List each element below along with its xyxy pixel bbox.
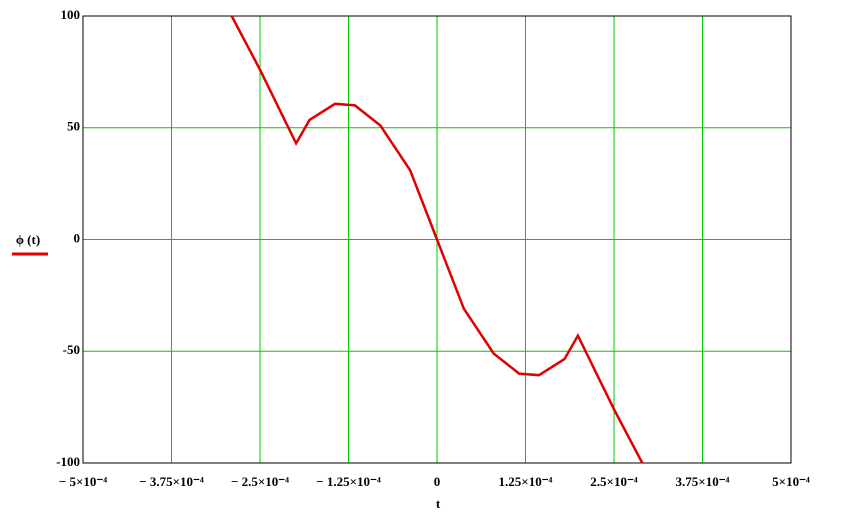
x-tick-label: − 5×10⁻⁴ (59, 474, 107, 489)
x-tick-label: − 1.25×10⁻⁴ (316, 474, 381, 489)
x-axis-label: t (436, 496, 441, 511)
x-tick-label: − 3.75×10⁻⁴ (139, 474, 204, 489)
plot-frame (82, 15, 792, 464)
x-tick-label: − 2.5×10⁻⁴ (231, 474, 289, 489)
y-tick-label: -100 (56, 454, 80, 469)
y-tick-label: 100 (61, 7, 81, 22)
x-tick-label: 0 (434, 474, 441, 489)
data-line (230, 15, 644, 464)
x-tick-label: 5×10⁻⁴ (772, 474, 810, 489)
x-tick-label: 3.75×10⁻⁴ (676, 474, 730, 489)
legend-label: ϕ (t) (16, 232, 40, 247)
x-tick-label: 2.5×10⁻⁴ (590, 474, 638, 489)
y-tick-label: 0 (74, 230, 81, 245)
y-tick-label: 50 (67, 119, 80, 134)
x-tick-label: 1.25×10⁻⁴ (499, 474, 553, 489)
y-tick-label: -50 (63, 342, 80, 357)
